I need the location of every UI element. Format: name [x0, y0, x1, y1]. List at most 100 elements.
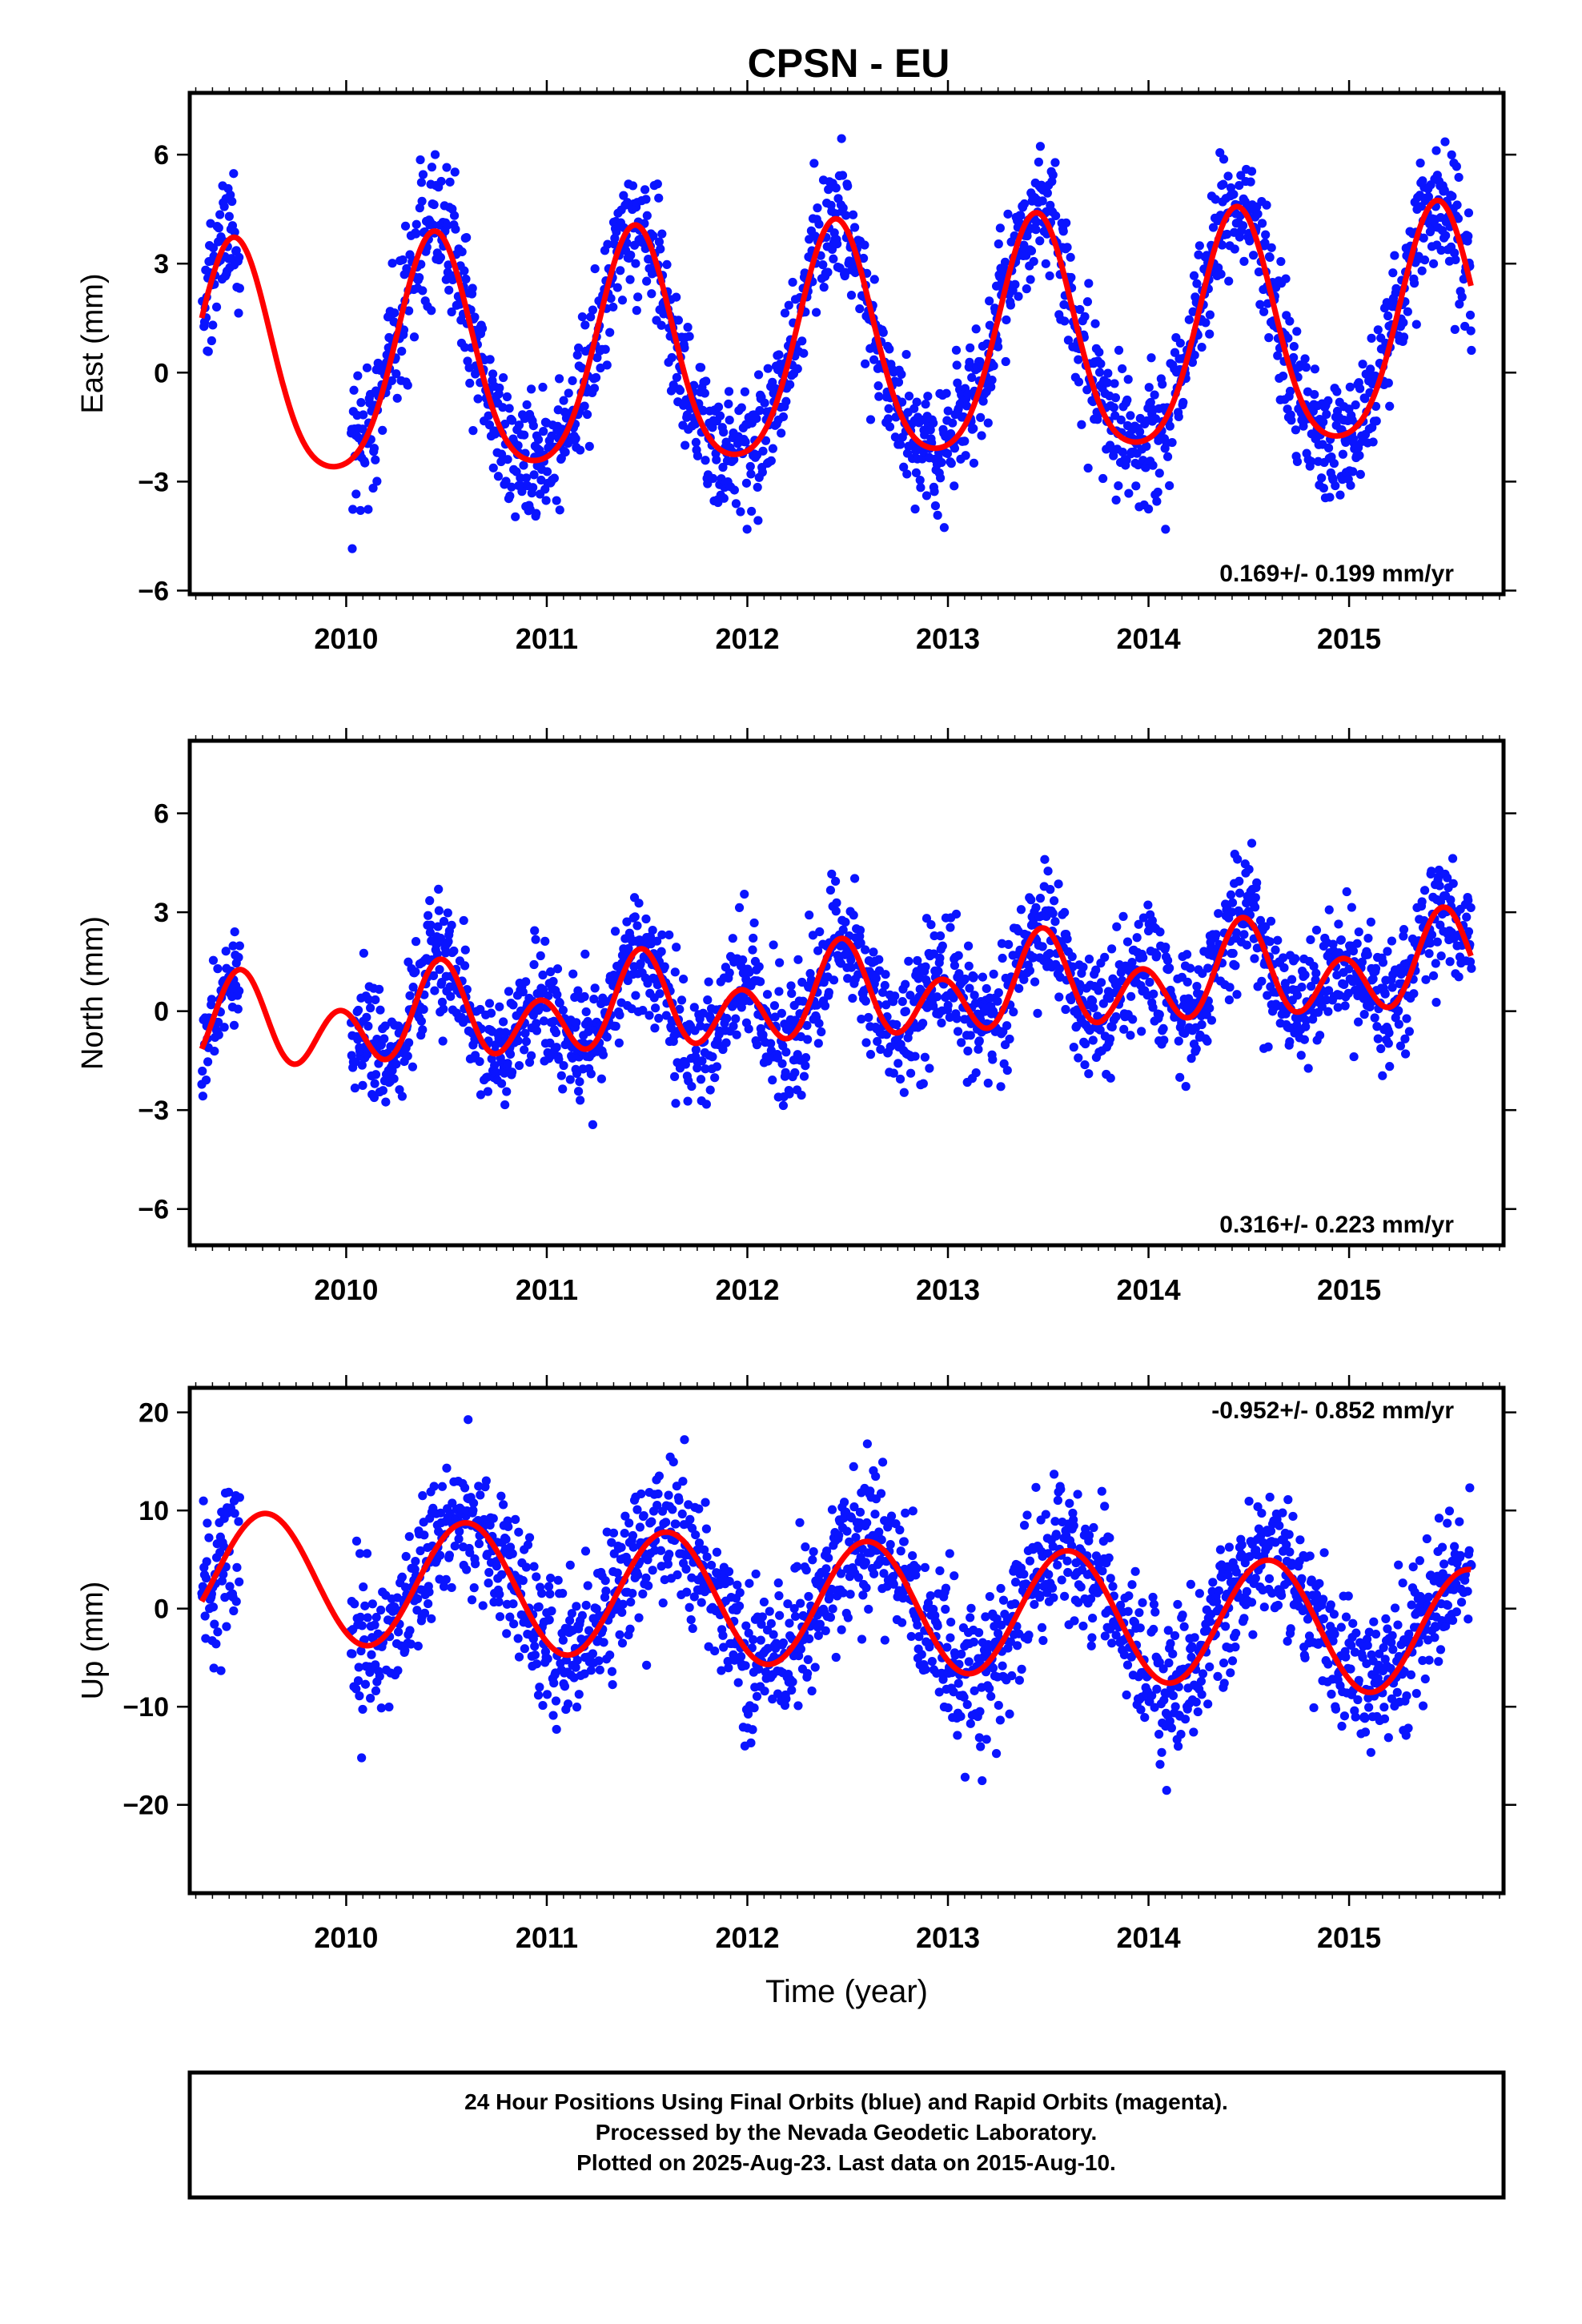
data-point [696, 1075, 706, 1084]
data-point [496, 1570, 507, 1579]
data-point [1399, 925, 1409, 935]
data-point [953, 1027, 963, 1036]
data-point [824, 987, 833, 997]
data-point [670, 967, 680, 977]
data-point [1002, 315, 1011, 325]
data-point [606, 293, 616, 304]
y-tick-label: 0 [154, 358, 169, 388]
data-point [1152, 950, 1162, 959]
data-point [657, 229, 667, 239]
data-point [520, 1644, 529, 1654]
data-point [798, 996, 808, 1006]
data-point [1367, 333, 1376, 343]
data-point [1109, 403, 1118, 412]
data-point [230, 927, 239, 937]
data-point [724, 399, 733, 409]
data-point [454, 1534, 464, 1544]
data-point [545, 1038, 555, 1047]
data-point [473, 394, 483, 404]
data-point [502, 1087, 512, 1096]
data-point [1038, 942, 1047, 951]
data-point [502, 1629, 512, 1638]
data-point [436, 1550, 445, 1560]
data-point [419, 1004, 428, 1015]
data-point [1162, 955, 1173, 965]
data-point [425, 927, 435, 937]
data-point [353, 1676, 363, 1686]
data-point [221, 947, 231, 956]
data-point [471, 1051, 480, 1060]
data-point [1307, 982, 1316, 991]
data-point [447, 920, 456, 930]
data-point [1235, 180, 1244, 191]
data-point [411, 937, 421, 947]
data-point [552, 496, 561, 505]
data-point [573, 1087, 584, 1096]
data-point [1436, 245, 1446, 255]
data-point [1078, 963, 1088, 972]
data-point [451, 224, 460, 234]
data-point [1162, 452, 1173, 461]
data-point [213, 964, 223, 974]
data-point [400, 221, 411, 231]
data-point [904, 956, 913, 966]
data-point [563, 1699, 573, 1709]
data-point [797, 1090, 806, 1100]
data-point [1058, 227, 1068, 236]
data-point [413, 1594, 423, 1604]
data-point [1094, 368, 1105, 377]
data-point [1167, 437, 1177, 448]
data-point [954, 969, 964, 979]
data-point [654, 1471, 665, 1481]
data-point [1247, 838, 1257, 848]
data-point [371, 1612, 381, 1622]
data-point [420, 1530, 429, 1540]
data-point [1051, 211, 1061, 221]
data-point [1432, 937, 1442, 947]
data-point [363, 505, 373, 514]
data-point [526, 384, 536, 394]
data-point [1287, 416, 1296, 425]
data-point [686, 1614, 696, 1625]
data-point [786, 981, 796, 991]
data-point [731, 499, 741, 509]
data-point [225, 1582, 235, 1591]
data-point [801, 1053, 811, 1063]
data-point [729, 1021, 738, 1031]
x-tick-label: 2013 [916, 622, 980, 655]
data-point [969, 458, 979, 468]
data-point [351, 1536, 362, 1546]
data-point [760, 398, 769, 408]
data-point [628, 1589, 637, 1598]
data-point [1127, 958, 1137, 967]
data-point [485, 355, 495, 364]
data-point [427, 1614, 436, 1623]
data-point [717, 1666, 726, 1675]
data-point [430, 986, 440, 995]
data-point [622, 917, 632, 927]
data-point [705, 1085, 715, 1095]
data-point [1050, 158, 1060, 167]
data-point [1110, 379, 1119, 388]
data-point [1448, 879, 1458, 888]
data-point [983, 418, 993, 428]
data-point [1391, 283, 1401, 293]
data-point [1439, 185, 1449, 195]
data-point [1319, 417, 1328, 427]
data-point [673, 1570, 682, 1580]
data-point [372, 476, 382, 486]
y-tick-label: −10 [122, 1692, 169, 1723]
data-point [1126, 411, 1135, 420]
data-point [929, 1001, 938, 1011]
data-point [1355, 469, 1365, 480]
data-point [633, 292, 643, 302]
data-point [530, 1650, 540, 1660]
data-point [952, 1014, 962, 1023]
data-point [747, 506, 757, 517]
data-point [708, 1052, 717, 1062]
data-point [641, 914, 651, 924]
data-point [607, 1538, 616, 1547]
data-point [1146, 353, 1156, 363]
data-point [881, 970, 890, 979]
data-point [424, 911, 433, 920]
